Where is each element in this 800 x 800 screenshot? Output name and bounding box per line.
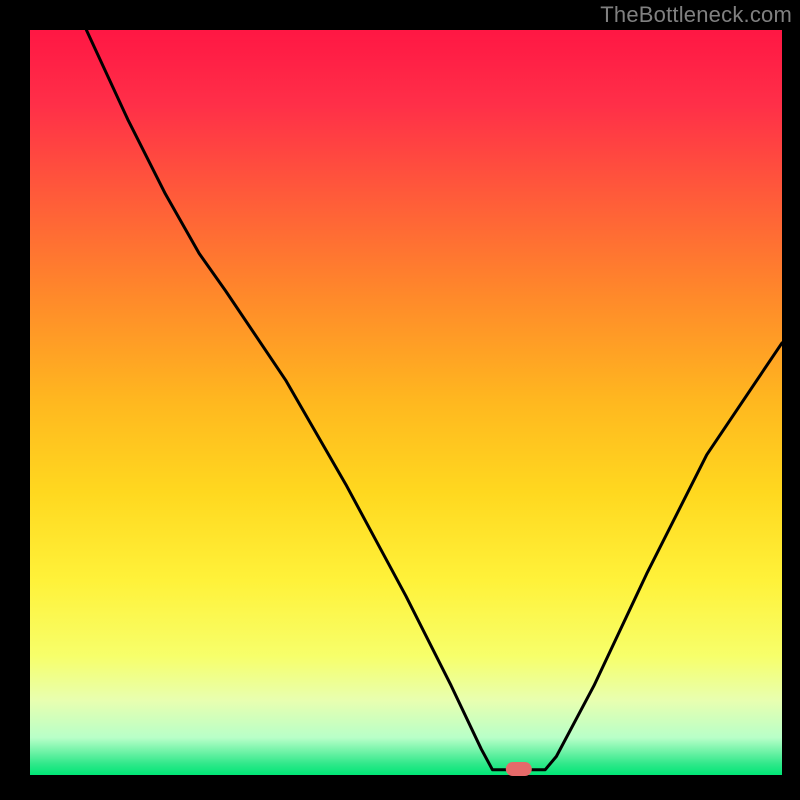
watermark-text: TheBottleneck.com (600, 2, 792, 28)
chart-container: TheBottleneck.com (0, 0, 800, 800)
optimal-marker (506, 762, 532, 776)
plot-background (30, 30, 782, 775)
bottleneck-chart (0, 0, 800, 800)
